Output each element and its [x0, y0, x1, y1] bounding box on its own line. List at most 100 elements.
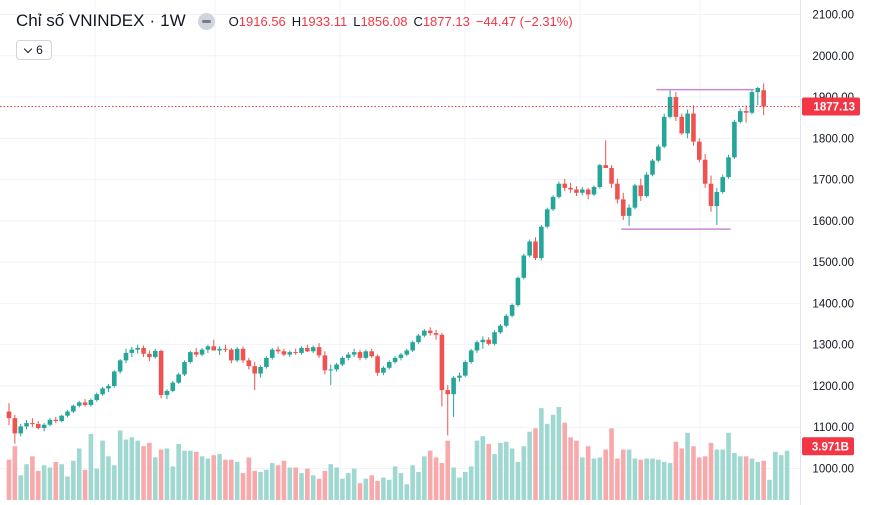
candle	[217, 346, 222, 355]
y-tick-label: 1700.00	[812, 175, 854, 187]
candle-body	[47, 419, 53, 425]
candle-body	[369, 351, 374, 357]
candle	[708, 175, 714, 212]
volume-bar	[340, 478, 345, 500]
candle	[650, 158, 655, 177]
candle	[509, 303, 515, 318]
candle-body	[410, 342, 415, 351]
candle-body	[252, 366, 257, 374]
pattern-lines[interactable]	[621, 88, 754, 230]
change-value: −44.47 (−2.31%)	[475, 13, 573, 29]
candle	[585, 187, 591, 200]
candle	[691, 105, 696, 146]
candle-body	[638, 185, 644, 197]
volume-badge[interactable]: 3.971B	[802, 437, 854, 456]
candle-body	[211, 346, 217, 351]
candle	[498, 324, 503, 334]
candle-body	[287, 352, 293, 355]
candle-body	[381, 367, 386, 373]
volume-bar	[422, 456, 427, 500]
interval-label[interactable]: 1W	[160, 11, 186, 30]
volume-bar	[702, 456, 708, 500]
candle	[82, 399, 88, 407]
candle-body	[509, 305, 515, 316]
volume-bar	[281, 460, 287, 500]
candle	[656, 144, 661, 163]
volume-bar	[229, 459, 234, 500]
candle	[697, 138, 702, 163]
candle	[451, 376, 456, 417]
candle-body	[170, 382, 176, 391]
candle-body	[439, 334, 445, 391]
y-tick-label: 1500.00	[812, 257, 854, 269]
candle	[299, 346, 304, 355]
candle-body	[726, 157, 731, 178]
y-tick-label: 2100.00	[812, 10, 854, 22]
indicators-toggle-button[interactable]: 6	[16, 40, 52, 60]
volume-bar	[609, 428, 614, 500]
candle-body	[708, 183, 714, 207]
candle-body	[275, 349, 281, 352]
candle	[533, 237, 538, 261]
candle	[287, 350, 293, 358]
candle-body	[463, 362, 468, 376]
candle	[6, 403, 12, 426]
candle	[205, 344, 211, 353]
candle-body	[176, 374, 181, 383]
candle	[59, 414, 64, 423]
volume-bar	[685, 432, 690, 500]
volume-bar	[568, 437, 573, 500]
candle-body	[217, 348, 222, 351]
volume-bar	[503, 441, 509, 500]
volume-bar	[392, 466, 398, 500]
y-tick-label: 1800.00	[812, 133, 854, 145]
candle-body	[59, 415, 64, 422]
candle	[334, 362, 339, 372]
volume-bar	[445, 440, 451, 500]
volume-bar	[375, 480, 380, 500]
volume-bar	[123, 439, 129, 500]
candle-body	[234, 348, 240, 361]
candle	[714, 187, 720, 225]
candle-body	[229, 349, 234, 361]
volume-bar	[351, 468, 357, 500]
candle-body	[264, 357, 269, 367]
candle	[386, 360, 392, 370]
volume-bar	[141, 446, 146, 500]
candle-body	[293, 352, 298, 354]
volume-bar	[761, 460, 766, 500]
volume-bar	[451, 467, 456, 500]
candle-body	[129, 349, 135, 353]
candle	[322, 351, 328, 375]
candle-body	[386, 362, 392, 368]
volume-bar	[217, 454, 222, 500]
volume-bar	[480, 436, 486, 500]
volume-bar	[521, 446, 527, 500]
candle	[281, 348, 287, 357]
low-label: L	[353, 13, 361, 29]
candle	[597, 163, 603, 189]
candle-body	[18, 426, 23, 434]
candle	[182, 360, 187, 377]
candle-body	[550, 196, 556, 210]
price-axis[interactable]: 2100.002000.001900.001800.001700.001600.…	[800, 0, 861, 505]
close-label: C	[413, 13, 423, 29]
last-price-badge[interactable]: 1877.13	[802, 97, 860, 116]
candle-body	[609, 168, 614, 184]
candle-body	[714, 191, 720, 207]
candle-body	[357, 352, 363, 358]
volume-bar	[117, 430, 123, 500]
y-tick-label: 1600.00	[812, 216, 854, 228]
candle	[667, 89, 673, 119]
market-status-icon[interactable]	[197, 12, 215, 30]
candle	[211, 339, 217, 351]
volume-bar	[199, 456, 205, 500]
volume-bar	[316, 478, 322, 500]
volume-bar	[416, 471, 421, 500]
candle	[615, 178, 620, 204]
symbol-title[interactable]: Chỉ số VNINDEX	[16, 11, 145, 30]
candle-body	[328, 369, 334, 371]
volume-bar	[714, 449, 720, 500]
candle-body	[626, 207, 632, 216]
